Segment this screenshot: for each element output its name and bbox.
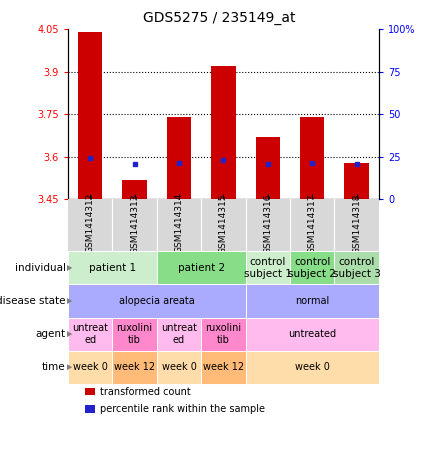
Text: untreat
ed: untreat ed [161,323,197,345]
Text: alopecia areata: alopecia areata [119,296,194,306]
Text: control
subject 2: control subject 2 [288,257,336,279]
Bar [300,117,325,199]
Text: untreat
ed: untreat ed [72,323,108,345]
Bar [256,137,280,199]
Text: week 12: week 12 [114,362,155,372]
Text: ruxolini
tib: ruxolini tib [117,323,152,345]
Text: week 0: week 0 [162,362,196,372]
Text: week 0: week 0 [295,362,330,372]
Bar [167,117,191,199]
Text: percentile rank within the sample: percentile rank within the sample [100,404,265,414]
Bar [211,66,236,199]
Text: GDS5275 / 235149_at: GDS5275 / 235149_at [143,11,295,25]
Text: transformed count: transformed count [100,387,191,397]
Text: patient 1: patient 1 [89,263,136,273]
Text: week 12: week 12 [203,362,244,372]
Text: control
subject 3: control subject 3 [333,257,381,279]
Text: individual: individual [15,263,66,273]
Text: patient 2: patient 2 [177,263,225,273]
Bar [344,163,369,199]
Text: ruxolini
tib: ruxolini tib [205,323,241,345]
Text: agent: agent [35,329,66,339]
Text: week 0: week 0 [73,362,108,372]
Bar [78,32,102,199]
Text: time: time [42,362,66,372]
Text: normal: normal [295,296,329,306]
Text: untreated: untreated [288,329,336,339]
Bar [122,179,147,199]
Text: control
subject 1: control subject 1 [244,257,292,279]
Text: disease state: disease state [0,296,66,306]
